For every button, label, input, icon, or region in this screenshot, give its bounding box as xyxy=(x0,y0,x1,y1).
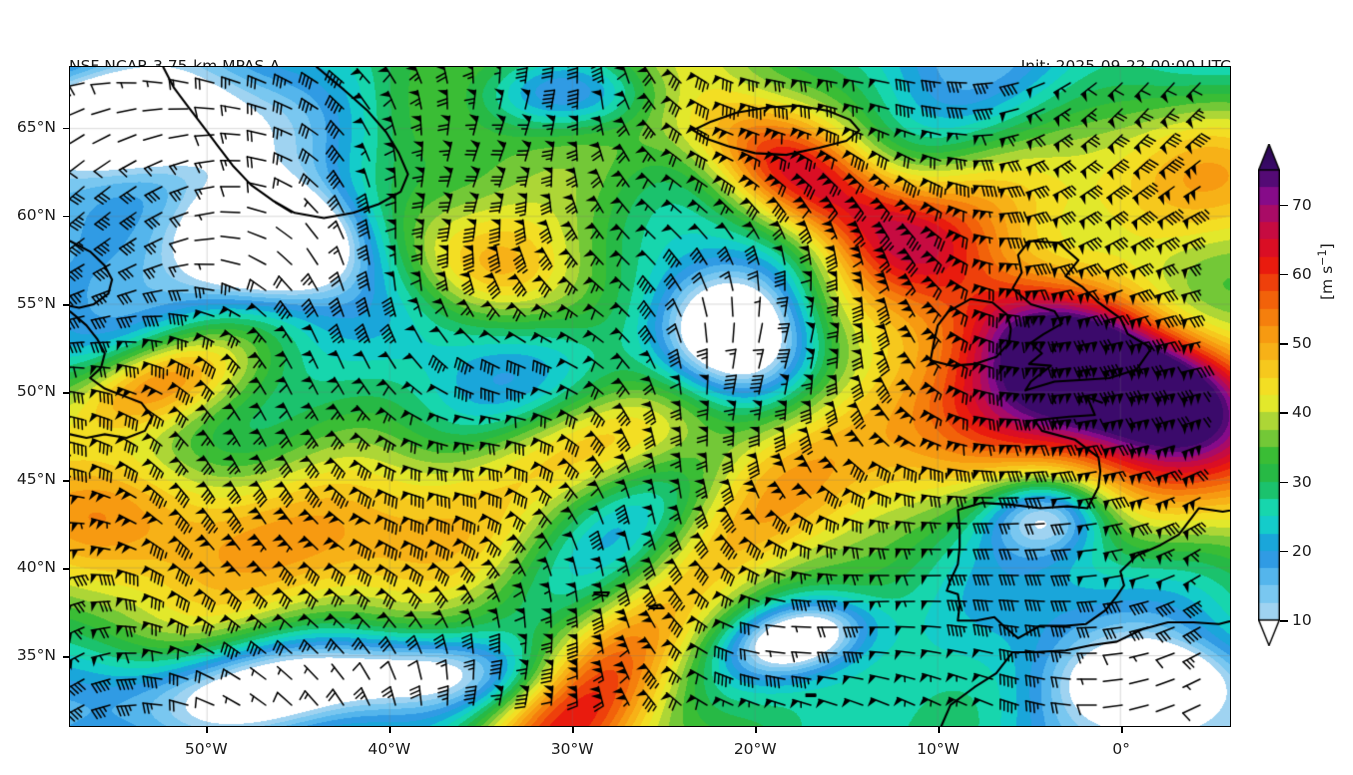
colorbar-tick-mark xyxy=(1280,550,1288,553)
y-axis-tick-label: 65°N xyxy=(16,117,56,136)
x-axis-tick-mark xyxy=(206,727,208,733)
x-axis-tick-label: 20°W xyxy=(733,740,777,758)
x-axis-tick-label: 0° xyxy=(1112,740,1131,758)
y-axis-tick-mark xyxy=(63,303,69,306)
y-axis-tick-mark xyxy=(63,127,69,130)
x-axis-tick-label: 10°W xyxy=(916,740,960,758)
y-axis-tick-mark xyxy=(63,215,69,218)
colorbar-tick-label: 50 xyxy=(1292,334,1312,353)
colorbar-tick-mark xyxy=(1280,273,1288,276)
y-axis-tick-label: 35°N xyxy=(16,646,56,665)
colorbar-tick-label: 70 xyxy=(1292,195,1312,214)
cb-unit-post: ] xyxy=(1318,243,1337,250)
colorbar-tick-mark xyxy=(1280,620,1288,622)
wind-field-canvas xyxy=(70,67,1230,726)
cb-unit-exp: −1 xyxy=(1316,249,1329,266)
x-axis-tick-label: 30°W xyxy=(550,740,594,758)
colorbar-unit-label: [m s−1] xyxy=(1316,243,1336,300)
cb-unit-pre: [m s xyxy=(1318,265,1337,300)
y-axis-tick-label: 50°N xyxy=(16,382,56,401)
x-axis-tick-mark xyxy=(389,727,391,733)
colorbar: 10 20 30 40 50 60 70 xyxy=(1258,144,1312,646)
map-plot-area xyxy=(69,66,1231,727)
x-axis-tick-label: 50°W xyxy=(184,740,228,758)
x-axis-tick-mark xyxy=(1121,727,1123,733)
x-axis-tick-label: 40°W xyxy=(367,740,411,758)
x-axis-tick-mark xyxy=(755,727,757,733)
y-axis-tick-mark xyxy=(63,392,69,394)
colorbar-tick-mark xyxy=(1280,343,1288,345)
x-axis-tick-mark xyxy=(938,727,940,733)
y-axis-tick-mark xyxy=(63,480,69,482)
colorbar-tick-mark xyxy=(1280,204,1288,207)
colorbar-over-arrow xyxy=(1258,144,1280,170)
y-axis-tick-label: 40°N xyxy=(16,558,56,577)
x-axis-tick-mark xyxy=(572,727,574,733)
y-axis-tick-label: 60°N xyxy=(16,205,56,224)
colorbar-tick-mark xyxy=(1280,412,1288,414)
colorbar-tick-label: 20 xyxy=(1292,541,1312,560)
y-axis-tick-mark xyxy=(63,656,69,659)
y-axis-tick-mark xyxy=(63,568,69,570)
colorbar-tick-label: 60 xyxy=(1292,264,1312,283)
colorbar-tick-label: 10 xyxy=(1292,611,1312,629)
colorbar-tick-label: 40 xyxy=(1292,403,1312,422)
y-axis-tick-label: 55°N xyxy=(16,293,56,312)
colorbar-gradient xyxy=(1258,170,1280,620)
colorbar-tick-label: 30 xyxy=(1292,472,1312,491)
colorbar-tick-mark xyxy=(1280,481,1288,484)
colorbar-under-arrow xyxy=(1258,620,1280,646)
y-axis-tick-label: 45°N xyxy=(16,470,56,489)
